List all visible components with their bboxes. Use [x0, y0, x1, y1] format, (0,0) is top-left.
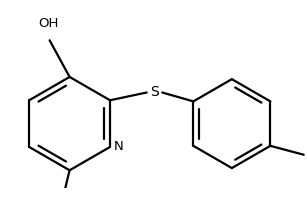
Text: OH: OH — [38, 17, 59, 30]
Text: S: S — [150, 86, 159, 100]
Text: N: N — [113, 140, 123, 154]
